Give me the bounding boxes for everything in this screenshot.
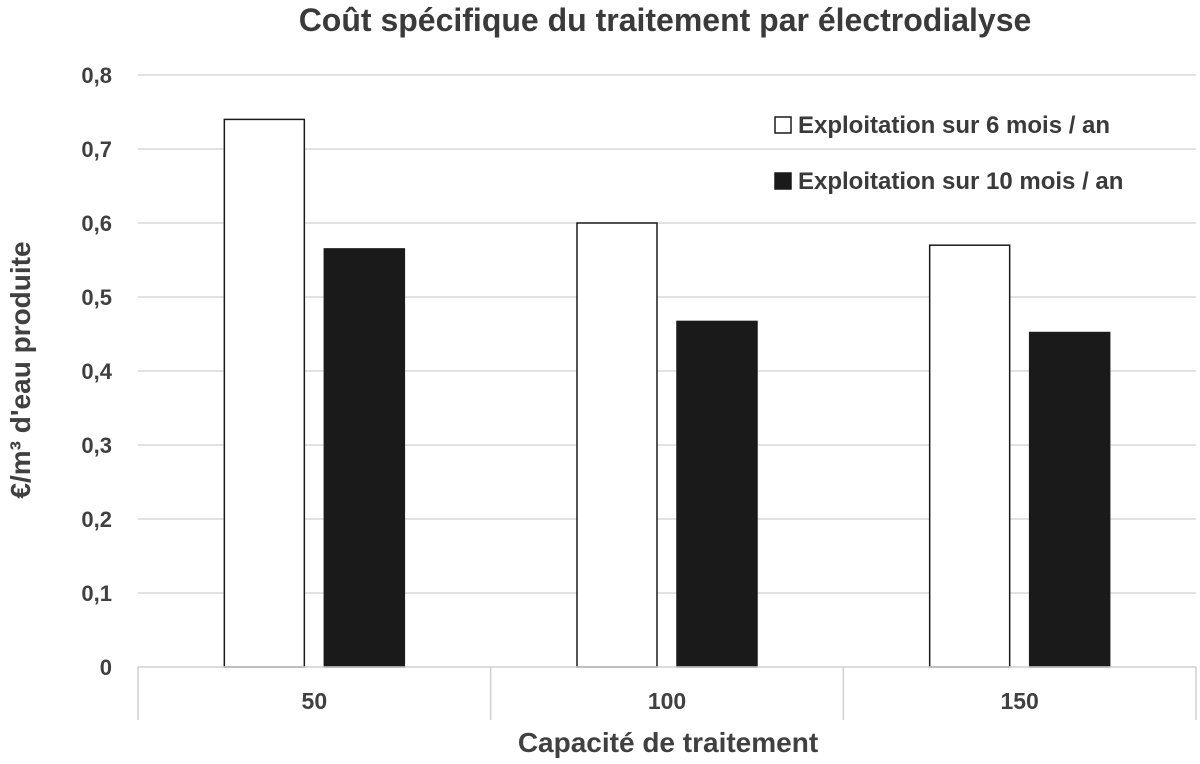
legend-label: Exploitation sur 6 mois / an xyxy=(798,112,1110,139)
y-axis-title: €/m³ d'eau produite xyxy=(5,241,36,498)
y-tick-label: 0,4 xyxy=(81,359,112,384)
chart-title: Coût spécifique du traitement par électr… xyxy=(299,2,1032,38)
y-tick-label: 0,8 xyxy=(81,63,112,88)
gridlines xyxy=(138,74,1196,594)
y-tick-label: 0 xyxy=(100,655,112,680)
x-tick-label: 150 xyxy=(1000,688,1038,714)
bar xyxy=(676,320,758,668)
legend-swatch xyxy=(774,172,792,190)
bar xyxy=(223,118,306,668)
legend-label: Exploitation sur 10 mois / an xyxy=(798,168,1123,195)
bars xyxy=(223,118,1111,668)
y-tick-label: 0,7 xyxy=(81,137,112,162)
legend-swatch xyxy=(774,116,792,134)
y-tick-label: 0,6 xyxy=(81,211,112,236)
x-axis-ticks: 50 100 150 xyxy=(302,688,1039,714)
bar xyxy=(1028,331,1111,668)
bar xyxy=(323,248,406,668)
x-tick-label: 100 xyxy=(648,688,686,714)
y-tick-label: 0,1 xyxy=(81,581,112,606)
x-axis xyxy=(137,666,1197,720)
y-tick-label: 0,2 xyxy=(81,507,112,532)
y-tick-label: 0,3 xyxy=(81,433,112,458)
x-tick-label: 50 xyxy=(302,688,328,714)
legend: Exploitation sur 6 mois / an Exploitation… xyxy=(774,112,1123,195)
bar xyxy=(576,222,658,668)
y-axis-ticks: 0 0,1 0,2 0,3 0,4 0,5 0,6 0,7 0,8 xyxy=(81,63,112,680)
x-axis-title: Capacité de traitement xyxy=(518,727,818,758)
bar xyxy=(928,244,1011,668)
y-tick-label: 0,5 xyxy=(81,285,112,310)
